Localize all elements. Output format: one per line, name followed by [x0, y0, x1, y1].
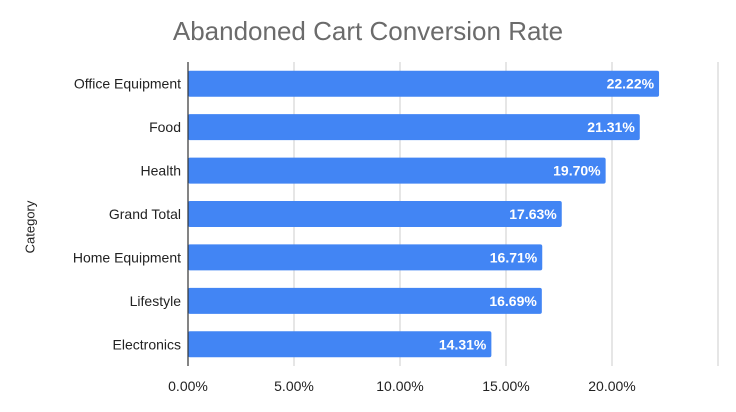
x-tick-label: 20.00%: [588, 378, 635, 394]
bar: [188, 70, 660, 97]
bar: [188, 157, 606, 184]
x-tick-label: 10.00%: [376, 378, 423, 394]
chart-title: Abandoned Cart Conversion Rate: [172, 16, 564, 46]
bar: [188, 287, 542, 314]
category-label: Grand Total: [109, 206, 181, 222]
category-label: Health: [141, 163, 181, 179]
data-label: 22.22%: [607, 76, 655, 92]
data-label: 17.63%: [509, 206, 557, 222]
bar: [188, 244, 543, 271]
category-label: Home Equipment: [73, 249, 181, 265]
x-tick-label: 5.00%: [274, 378, 314, 394]
x-tick-label: 0.00%: [168, 378, 208, 394]
bar: [188, 114, 640, 141]
data-label: 16.69%: [489, 293, 537, 309]
category-label: Electronics: [113, 336, 181, 352]
data-label: 16.71%: [490, 249, 538, 265]
category-label: Food: [149, 119, 181, 135]
data-label: 14.31%: [439, 336, 487, 352]
bar: [188, 331, 492, 358]
x-tick-label: 15.00%: [482, 378, 529, 394]
bar: [188, 201, 562, 227]
category-label: Office Equipment: [74, 76, 181, 92]
data-label: 21.31%: [587, 119, 635, 135]
category-label: Lifestyle: [130, 293, 182, 309]
data-label: 19.70%: [553, 163, 601, 179]
